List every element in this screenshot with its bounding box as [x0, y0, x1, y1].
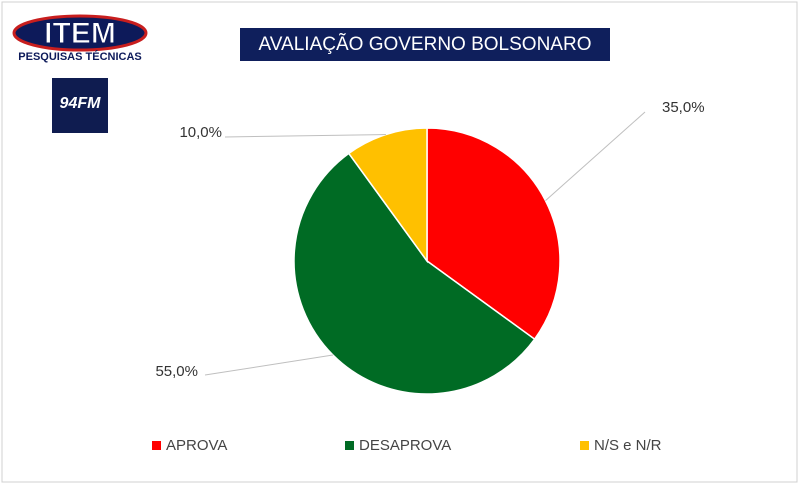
- legend-label: DESAPROVA: [359, 437, 451, 454]
- data-label: 10,0%: [179, 124, 222, 141]
- brand: ITEM: [44, 17, 116, 50]
- legend-label: APROVA: [166, 437, 227, 454]
- brand-logo: [12, 14, 148, 52]
- data-label: 35,0%: [662, 99, 705, 116]
- data-label: 55,0%: [155, 363, 198, 380]
- brand-subtitle: PESQUISAS TÉCNICAS: [18, 50, 141, 63]
- legend-swatch: [580, 441, 589, 450]
- chart-title: AVALIAÇÃO GOVERNO BOLSONARO: [259, 33, 592, 55]
- legend-swatch: [345, 441, 354, 450]
- title-box: [240, 28, 610, 61]
- leader-line: [545, 111, 646, 201]
- legend-label: N/S e N/R: [594, 437, 662, 454]
- radio: 94FM: [60, 95, 102, 112]
- leader-line: [224, 134, 386, 138]
- radio-logo: [52, 78, 108, 133]
- legend-swatch: [152, 441, 161, 450]
- pie-slice: [347, 127, 428, 264]
- pie-slice: [426, 127, 561, 341]
- leader-line: [204, 354, 334, 376]
